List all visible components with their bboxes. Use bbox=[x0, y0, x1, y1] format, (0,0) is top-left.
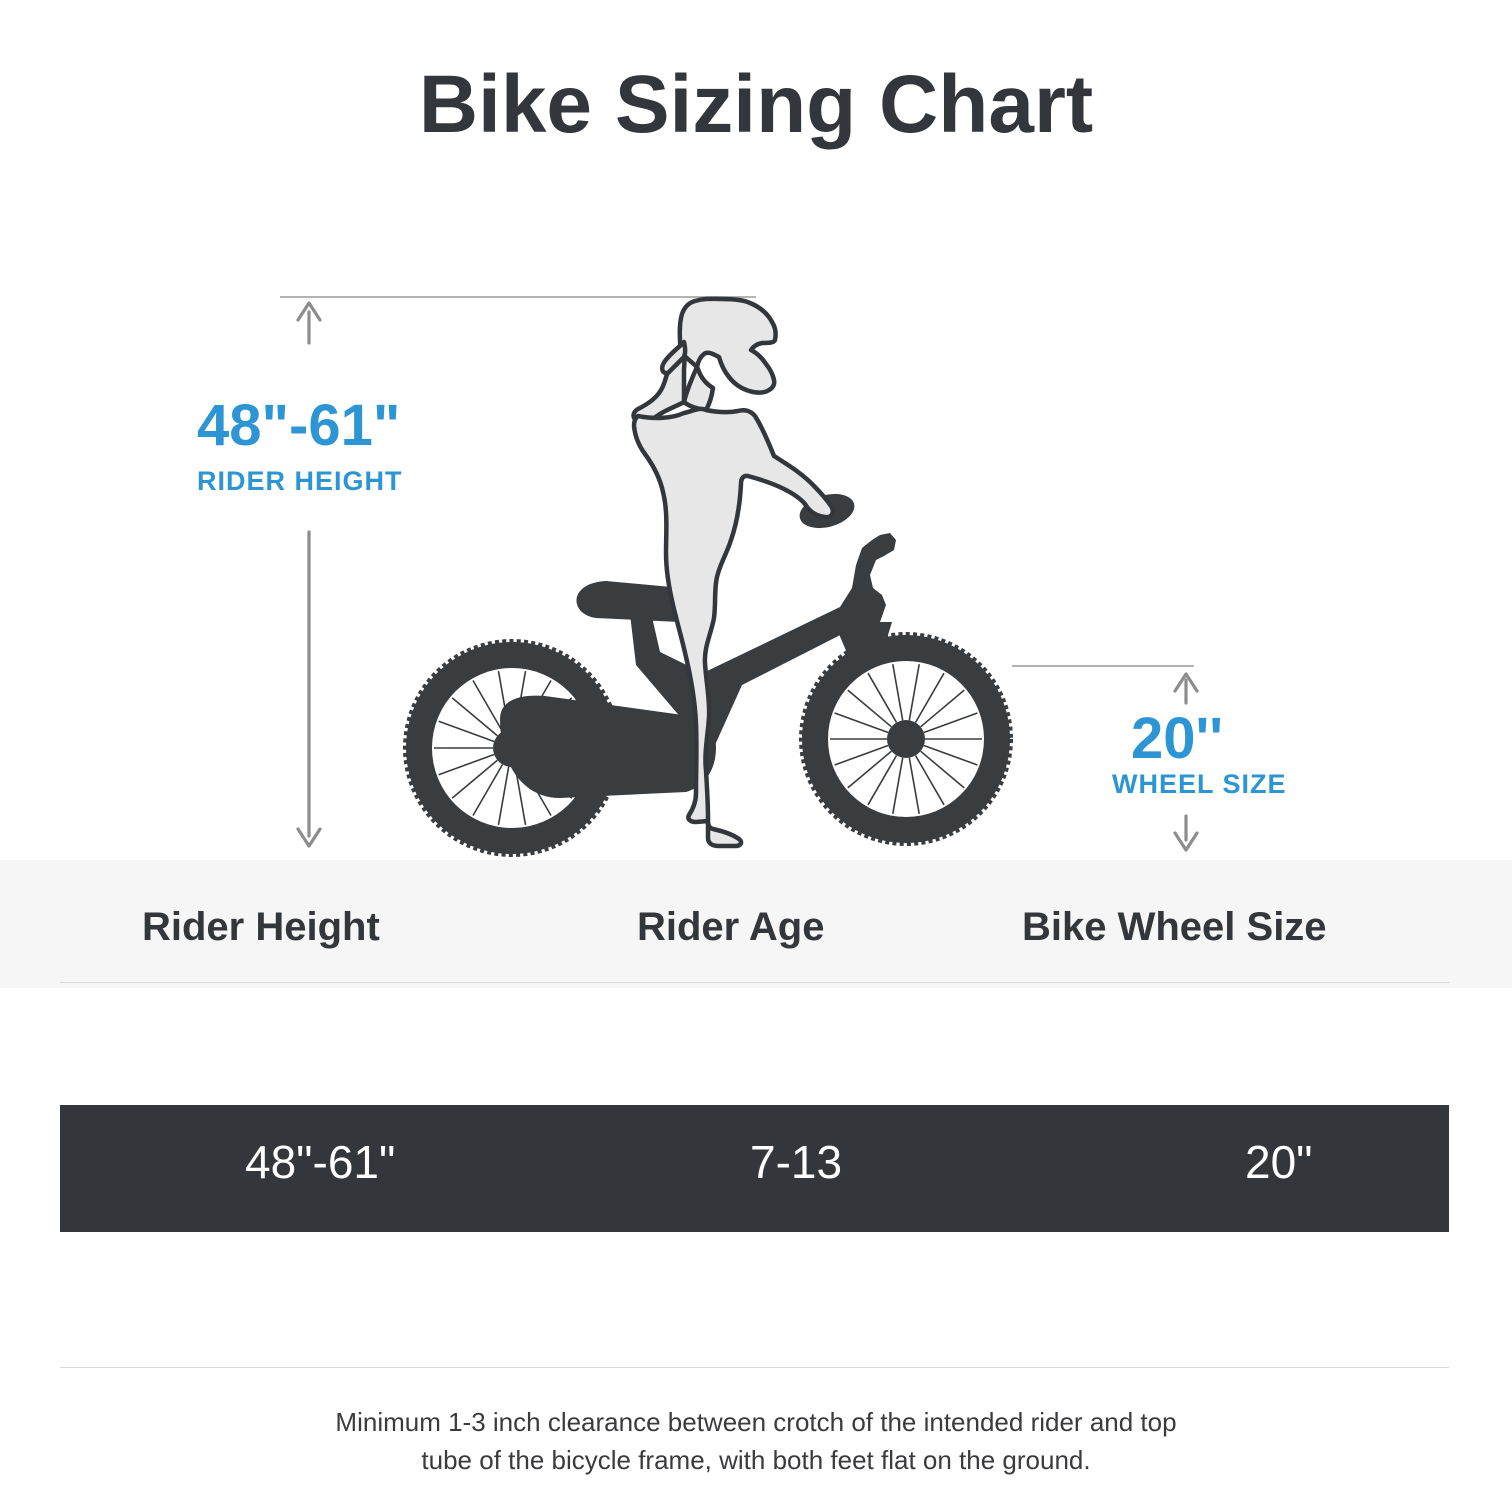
svg-text:48"-61": 48"-61" bbox=[197, 393, 400, 458]
svg-text:RIDER HEIGHT: RIDER HEIGHT bbox=[197, 466, 403, 496]
svg-text:20'': 20'' bbox=[1131, 706, 1223, 771]
svg-text:WHEEL SIZE: WHEEL SIZE bbox=[1112, 769, 1287, 799]
